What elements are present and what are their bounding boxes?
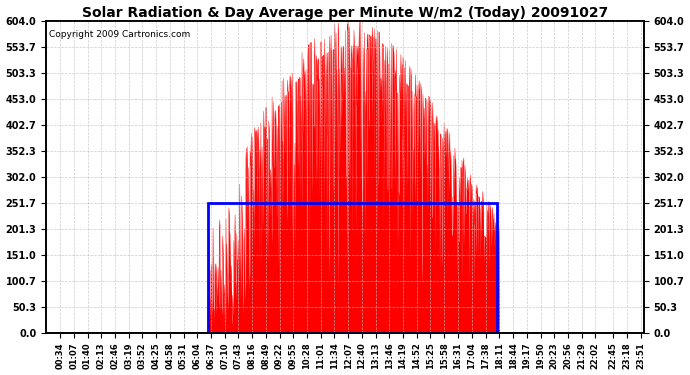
Title: Solar Radiation & Day Average per Minute W/m2 (Today) 20091027: Solar Radiation & Day Average per Minute… xyxy=(82,6,608,20)
Text: Copyright 2009 Cartronics.com: Copyright 2009 Cartronics.com xyxy=(49,30,190,39)
Bar xyxy=(208,203,497,333)
